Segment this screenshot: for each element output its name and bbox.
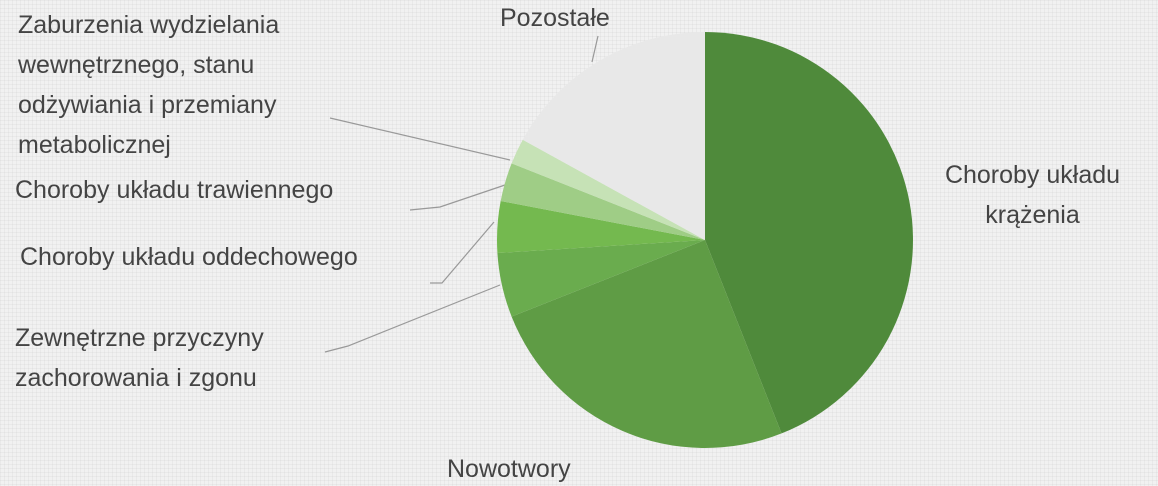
slice-label: Zewnętrzne przyczyny zachorowania i zgon… xyxy=(15,324,264,392)
pie-slice xyxy=(511,240,782,449)
leader-line xyxy=(591,35,599,63)
slice-label: Nowotwory xyxy=(447,455,571,483)
slice-label: Choroby układu oddechowego xyxy=(20,243,358,271)
leader-line xyxy=(324,284,501,353)
pie-slice xyxy=(511,139,705,240)
leader-line xyxy=(430,221,495,284)
pie-slice xyxy=(705,32,914,434)
pie-slice xyxy=(497,201,705,254)
pie-slice xyxy=(500,163,705,240)
pie-slice xyxy=(522,32,705,240)
slice-label: Choroby układu trawiennego xyxy=(15,176,334,204)
leader-line xyxy=(409,184,506,211)
slice-label: Choroby układu krążenia xyxy=(944,161,1121,229)
slice-label: Zaburzenia wydzielania wewnętrznego, sta… xyxy=(18,11,280,159)
leader-line xyxy=(329,117,511,161)
slice-label: Pozostałe xyxy=(500,4,610,32)
pie-slice xyxy=(497,240,705,317)
